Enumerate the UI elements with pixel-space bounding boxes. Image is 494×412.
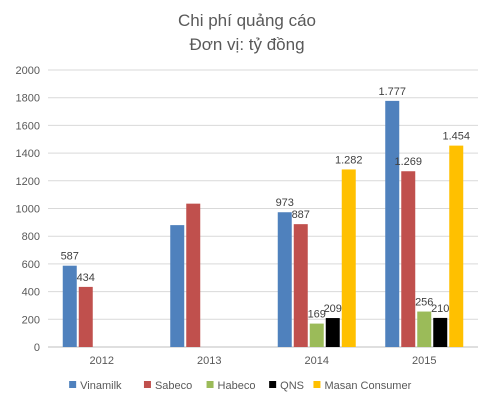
legend-swatch [69,381,77,388]
bar-vinamilk [170,225,185,347]
y-tick-label: 1200 [16,176,40,188]
y-tick-label: 400 [22,287,40,299]
data-label: 973 [276,197,294,209]
legend-label: QNS [280,380,304,392]
legend: Vinamilk Sabeco Habeco QNS Masan Consumer [69,380,412,392]
legend-label: Masan Consumer [324,380,411,392]
data-label: 587 [61,251,79,263]
legend-swatch [313,381,321,388]
y-tick-label: 1800 [16,93,40,105]
x-tick-label: 2013 [197,355,221,367]
bar-vinamilk [62,265,77,347]
bar-sabeco [186,203,201,347]
legend-swatch [206,381,214,388]
chart-title: Chi phí quảng cáo [178,11,316,30]
x-tick-label: 2015 [412,355,436,367]
bar-habeco [417,311,432,347]
data-label: 256 [415,297,433,309]
data-label: 1.282 [335,154,363,166]
bar-sabeco [293,224,308,347]
legend-label: Habeco [218,380,256,392]
bar-sabeco [401,171,416,347]
data-label: 210 [431,303,449,315]
data-label: 1.777 [378,86,406,98]
x-tick-label: 2012 [90,355,114,367]
bar-habeco [309,323,324,347]
legend-swatch [269,381,277,388]
data-label: 887 [292,209,310,221]
data-label: 209 [324,303,342,315]
x-tick-label: 2014 [305,355,329,367]
bar-vinamilk [385,100,400,347]
bar-sabeco [78,286,93,347]
legend-label: Sabeco [155,380,192,392]
y-axis: 0 200 400 600 800 1000 1200 1400 1600 1800 2000 [16,65,40,354]
bar-masan-consumer [449,145,464,347]
bars [62,100,464,347]
data-label: 1.269 [394,156,422,168]
gridlines [48,69,478,348]
data-label: 169 [308,309,326,321]
y-tick-label: 0 [34,342,40,354]
y-tick-label: 600 [22,259,40,271]
y-tick-label: 1000 [16,204,40,216]
y-tick-label: 2000 [16,65,40,77]
bar-qns [325,318,340,347]
y-tick-label: 800 [22,231,40,243]
y-tick-label: 1600 [16,120,40,132]
legend-swatch [143,381,151,388]
bar-vinamilk [277,212,292,347]
y-tick-label: 200 [22,314,40,326]
bar-masan-consumer [341,169,356,347]
legend-label: Vinamilk [80,380,122,392]
y-tick-label: 1400 [16,148,40,160]
data-label: 434 [77,272,95,284]
bar-qns [433,317,448,347]
x-axis: 2012 2013 2014 2015 [90,355,437,367]
chart-subtitle: Đơn vị: tỷ đồng [189,35,304,54]
data-label: 1.454 [442,131,470,143]
